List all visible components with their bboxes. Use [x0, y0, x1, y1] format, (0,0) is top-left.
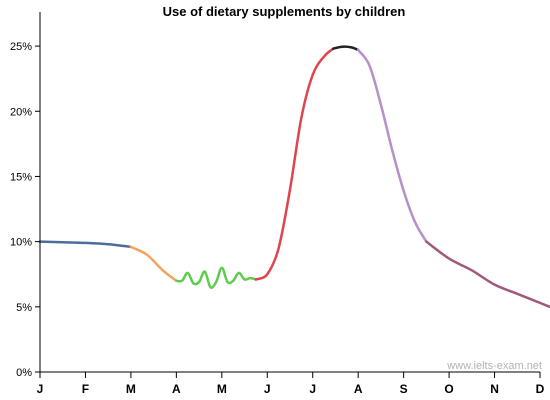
y-tick-label: 25%: [10, 41, 32, 53]
series-segment-3: [254, 47, 335, 281]
x-tick-label: M: [217, 382, 227, 396]
x-tick-label: J: [309, 382, 316, 396]
watermark-text: www.ielts-exam.net: [446, 360, 542, 372]
series-segment-6: [425, 240, 550, 309]
series-segment-5: [356, 48, 428, 243]
chart-title: Use of dietary supplements by children: [163, 4, 406, 19]
series-segment-1: [129, 245, 178, 282]
x-tick-label: M: [126, 382, 136, 396]
x-tick-label: F: [82, 382, 89, 396]
series-segment-2: [175, 266, 258, 289]
series-line: [38, 45, 550, 309]
y-tick-label: 0%: [16, 367, 32, 379]
plot-area: [38, 45, 550, 309]
x-tick-label: A: [172, 382, 181, 396]
x-tick-label: J: [37, 382, 44, 396]
x-tick-label: D: [536, 382, 545, 396]
x-tick-label: S: [400, 382, 408, 396]
y-tick-label: 20%: [10, 106, 32, 118]
y-tick-label: 15%: [10, 171, 32, 183]
series-segment-0: [38, 240, 133, 249]
x-tick-label: N: [490, 382, 499, 396]
x-tick-label: A: [354, 382, 363, 396]
x-tick-label: O: [444, 382, 453, 396]
series-segment-4: [331, 45, 360, 52]
y-axis: 0% 5% 10% 15% 20% 25%: [10, 12, 41, 379]
x-tick-label: J: [264, 382, 271, 396]
y-tick-label: 10%: [10, 237, 32, 249]
y-tick-label: 5%: [16, 302, 32, 314]
